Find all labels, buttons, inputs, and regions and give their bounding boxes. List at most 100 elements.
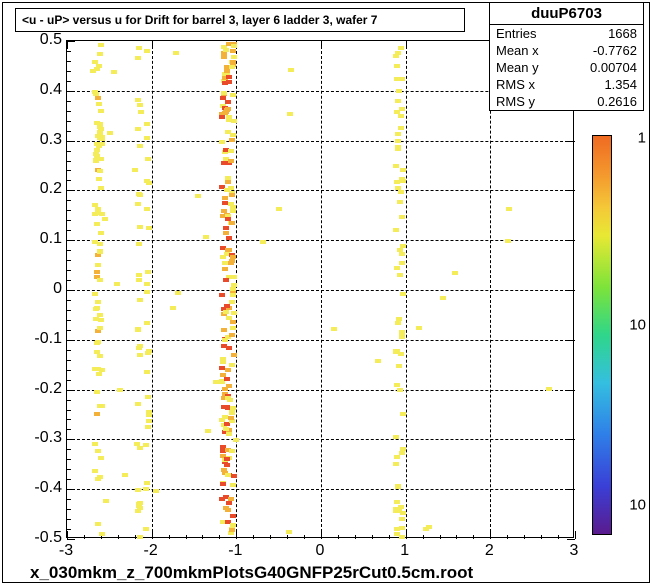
y-minor-tick [67, 340, 71, 341]
y-minor-tick [67, 250, 71, 251]
heatmap-bin [144, 481, 150, 485]
stats-value: 1668 [608, 26, 637, 41]
heatmap-bin [137, 144, 143, 148]
heatmap-bin [225, 107, 231, 111]
heatmap-bin [224, 377, 230, 381]
y-tick-label: -0.3 [12, 429, 62, 447]
heatmap-bin [395, 484, 401, 488]
heatmap-bin [233, 438, 239, 442]
heatmap-bin [396, 364, 402, 368]
heatmap-bin [135, 488, 141, 492]
x-tick-label: 0 [316, 542, 325, 560]
y-minor-tick [67, 469, 71, 470]
colorbar-tick-label: 10 [629, 497, 646, 514]
heatmap-bin [226, 80, 232, 84]
heatmap-bin [395, 321, 401, 325]
stats-value: 0.00704 [590, 60, 637, 75]
heatmap-bin [146, 413, 152, 417]
heatmap-bin [203, 235, 209, 239]
x-tick [67, 41, 68, 49]
heatmap-bin [393, 435, 399, 439]
heatmap-bin [143, 443, 149, 447]
heatmap-bin [137, 344, 143, 348]
heatmap-bin [132, 168, 138, 172]
heatmap-bin [144, 290, 150, 294]
y-tick [567, 439, 575, 440]
x-minor-tick [524, 535, 525, 539]
heatmap-bin [144, 136, 150, 140]
heatmap-bin [175, 291, 181, 295]
y-minor-tick [67, 499, 71, 500]
heatmap-bin [229, 410, 235, 414]
heatmap-bin [95, 449, 101, 453]
heatmap-bin [145, 425, 151, 429]
x-minor-tick [406, 535, 407, 539]
grid-line-v [236, 41, 237, 537]
x-minor-tick [236, 535, 237, 539]
heatmap-bin [399, 517, 405, 521]
heatmap-bin [228, 497, 234, 501]
y-minor-tick [67, 410, 71, 411]
heatmap-bin [231, 353, 237, 357]
heatmap-bin [228, 186, 234, 190]
heatmap-bin [229, 193, 235, 197]
heatmap-bin [97, 475, 103, 479]
heatmap-bin [117, 388, 123, 392]
y-minor-tick [67, 220, 71, 221]
y-minor-tick [67, 290, 71, 291]
heatmap-bin [223, 427, 229, 431]
heatmap-bin [229, 300, 235, 304]
y-minor-tick [67, 190, 71, 191]
heatmap-bin [99, 532, 105, 536]
heatmap-bin [230, 133, 236, 137]
y-minor-tick [67, 449, 71, 450]
stats-label: Mean x [496, 43, 539, 58]
x-minor-tick [389, 535, 390, 539]
heatmap-bin [230, 60, 236, 64]
heatmap-bin [135, 327, 141, 331]
y-minor-tick [67, 61, 71, 62]
heatmap-bin [223, 226, 229, 230]
grid-line-h [67, 390, 573, 391]
heatmap-bin [153, 489, 159, 493]
heatmap-bin [287, 112, 293, 116]
heatmap-bin [398, 114, 404, 118]
heatmap-bin [97, 125, 103, 129]
y-minor-tick [67, 91, 71, 92]
heatmap-bin [213, 380, 219, 384]
heatmap-bin [440, 296, 446, 300]
heatmap-bin [230, 514, 236, 518]
heatmap-bin [399, 107, 405, 111]
heatmap-bin [98, 157, 104, 161]
heatmap-bin [231, 275, 237, 279]
stats-label: RMS x [496, 77, 535, 92]
y-minor-tick [67, 479, 71, 480]
stats-row: RMS y0.2616 [490, 93, 643, 110]
x-tick-label: 2 [485, 542, 494, 560]
heatmap-bin [220, 255, 226, 259]
heatmap-bin [221, 328, 227, 332]
heatmap-bin [230, 287, 236, 291]
heatmap-bin [94, 390, 100, 394]
y-minor-tick [67, 459, 71, 460]
heatmap-bin [225, 248, 231, 252]
heatmap-bin [222, 196, 228, 200]
heatmap-bin [399, 535, 405, 539]
grid-line-h [67, 439, 573, 440]
x-minor-tick [202, 535, 203, 539]
heatmap-bin [97, 52, 103, 56]
heatmap-bin [395, 139, 401, 143]
grid-line-h [67, 141, 573, 142]
x-minor-tick [253, 535, 254, 539]
y-minor-tick [67, 121, 71, 122]
heatmap-bin [223, 506, 229, 510]
heatmap-bin [231, 311, 237, 315]
grid-line-h [67, 190, 573, 191]
y-tick [567, 489, 575, 490]
heatmap-bin [92, 292, 98, 296]
stats-label: RMS y [496, 94, 535, 109]
x-tick-label: -2 [144, 542, 158, 560]
x-minor-tick [490, 535, 491, 539]
heatmap-bin [95, 96, 101, 100]
heatmap-bin [205, 429, 211, 433]
